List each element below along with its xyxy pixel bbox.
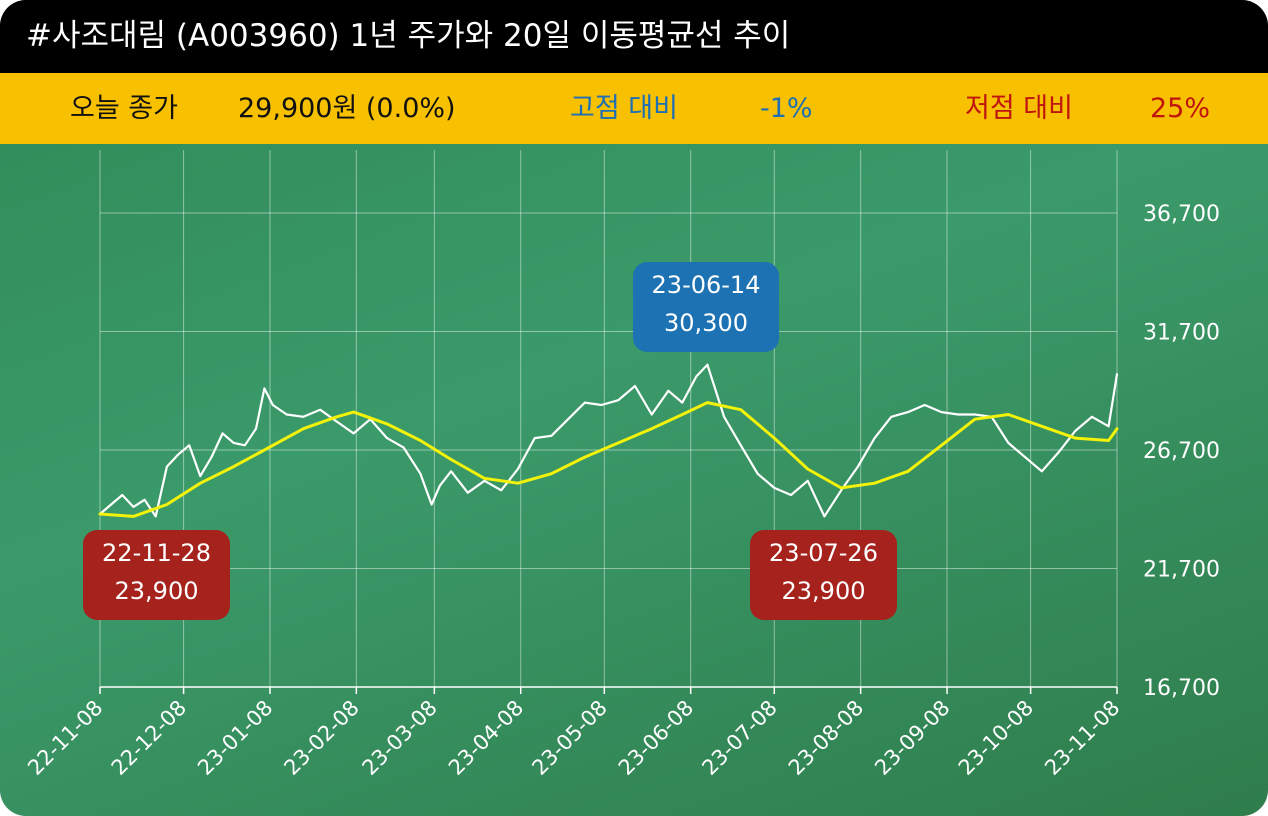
x-tick-label: 23-03-08 [358, 696, 442, 780]
price-line [98, 363, 1119, 518]
y-tick-label: 31,700 [1143, 321, 1220, 346]
ma20-line [98, 401, 1119, 518]
x-tick-label: 23-08-08 [784, 696, 868, 780]
x-tick-label: 22-12-08 [107, 696, 191, 780]
y-tick-label: 21,700 [1143, 558, 1220, 583]
x-tick-label: 23-11-08 [1040, 696, 1124, 780]
today-close-label: 오늘 종가 [70, 93, 178, 124]
low-annotation-first: 22-11-28 23,900 [83, 530, 230, 620]
y-tick-label: 36,700 [1143, 202, 1220, 227]
low-annotation-second-value: 23,900 [781, 577, 866, 605]
high-annotation: 23-06-14 30,300 [633, 262, 779, 352]
y-tick-label: 16,700 [1143, 676, 1220, 701]
stats-bar: 오늘 종가 29,900원 (0.0%) 고점 대비 -1% 저점 대비 25% [0, 73, 1268, 144]
low-annotation-second-date: 23-07-26 [769, 539, 878, 567]
vs-low-value: 25% [1150, 93, 1211, 124]
low-annotation-first-value: 23,900 [114, 577, 199, 605]
x-tick-label: 23-05-08 [527, 696, 611, 780]
chart-title: #사조대림 (A003960) 1년 주가와 20일 이동평균선 추이 [0, 0, 1268, 73]
vs-high-value: -1% [760, 93, 813, 124]
x-tick-label: 23-07-08 [697, 696, 781, 780]
x-tick-label: 23-10-08 [954, 696, 1038, 780]
x-tick-label: 23-01-08 [193, 696, 277, 780]
y-tick-label: 26,700 [1143, 439, 1220, 464]
x-tick-label: 22-11-08 [23, 696, 107, 780]
low-annotation-second: 23-07-26 23,900 [750, 530, 897, 620]
x-tick-label: 23-09-08 [870, 696, 954, 780]
x-tick-label: 23-04-08 [444, 696, 528, 780]
x-tick-label: 23-02-08 [279, 696, 363, 780]
vs-high-label: 고점 대비 [570, 93, 678, 124]
high-annotation-value: 30,300 [664, 309, 748, 337]
high-annotation-date: 23-06-14 [651, 271, 761, 299]
vs-low-label: 저점 대비 [965, 93, 1073, 124]
today-close-value: 29,900원 (0.0%) [238, 93, 456, 124]
x-tick-label: 23-06-08 [614, 696, 698, 780]
low-annotation-first-date: 22-11-28 [102, 539, 211, 567]
